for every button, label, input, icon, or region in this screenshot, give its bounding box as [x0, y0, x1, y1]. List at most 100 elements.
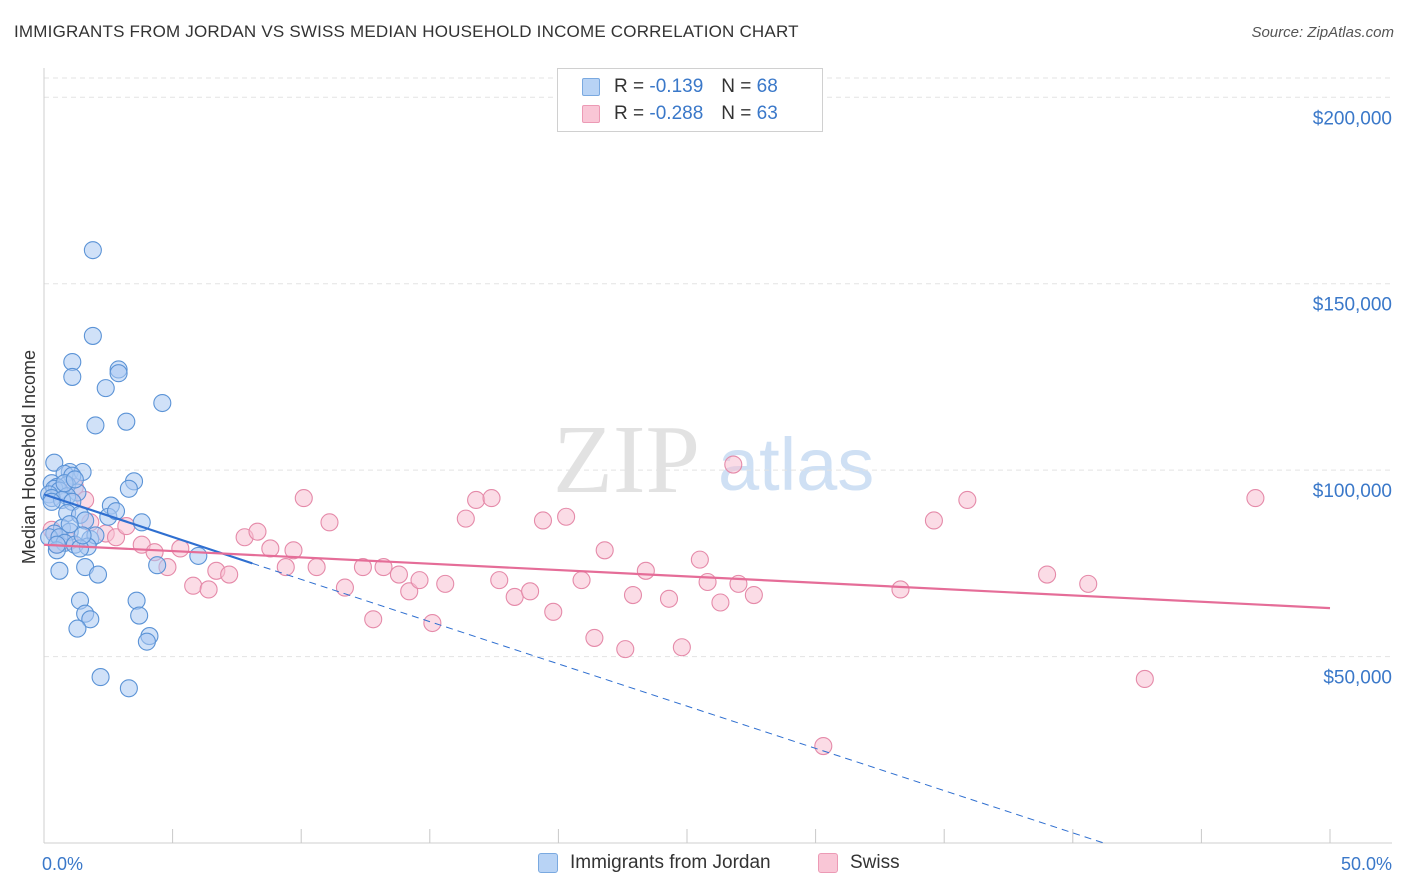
jordan-point [63, 367, 82, 386]
swiss-point [276, 558, 295, 577]
swiss-point [261, 539, 280, 558]
jordan-point [127, 591, 146, 610]
swiss-point [284, 541, 303, 560]
jordan-point [119, 679, 138, 698]
swiss-point [482, 489, 501, 508]
y-tick-label: $200,000 [1313, 108, 1392, 129]
swiss-point [636, 561, 655, 580]
swiss-point [364, 610, 383, 629]
legend-row-jordan: R = -0.139 N = 68 [582, 74, 778, 100]
legend-n-label: N = [721, 76, 752, 97]
swiss-point [353, 558, 372, 577]
swiss-point [544, 602, 563, 621]
jordan-point [81, 610, 100, 629]
jordan-point [88, 565, 108, 584]
jordan-point [68, 619, 87, 638]
jordan-point [76, 511, 95, 530]
watermark-zip: ZIP [553, 406, 700, 514]
jordan-trend-line [43, 493, 253, 565]
jordan-point [137, 632, 156, 651]
swiss-point [400, 582, 419, 601]
y-tick-labels: $50,000 $100,000 $150,000 $200,000 [1313, 108, 1392, 688]
swiss-point [467, 490, 486, 510]
jordan-point [130, 606, 149, 625]
legend-r-value-swiss: -0.288 [649, 103, 704, 124]
swiss-point [294, 489, 313, 508]
y-tick-label: $100,000 [1313, 481, 1392, 502]
legend-n-value-swiss: 63 [756, 103, 778, 124]
swiss-point [199, 580, 218, 599]
jordan-point [153, 393, 172, 413]
jordan-point [148, 556, 167, 575]
swiss-point [623, 585, 643, 605]
swiss-point [1079, 574, 1098, 593]
swiss-point [423, 613, 442, 633]
swiss-point [248, 522, 267, 541]
jordan-point [189, 546, 208, 565]
correlation-legend: R = -0.139 N = 68 R = -0.288 N = 63 [557, 68, 823, 132]
swiss-point [557, 507, 576, 526]
jordan-points [40, 241, 208, 698]
legend-row-swiss: R = -0.288 N = 63 [582, 101, 778, 127]
jordan-point [65, 470, 84, 489]
swiss-point [220, 565, 239, 584]
bottom-legend-swiss: Swiss [818, 852, 900, 874]
swiss-point [924, 511, 943, 530]
x-ticks [172, 829, 1331, 843]
swiss-point [585, 628, 604, 647]
swiss-point [436, 574, 455, 593]
jordan-point [106, 502, 126, 521]
jordan-point [60, 515, 79, 534]
swiss-point [335, 578, 354, 597]
swiss-point [672, 638, 691, 657]
swiss-point [659, 589, 679, 608]
jordan-point [73, 526, 92, 545]
y-tick-label: $50,000 [1323, 668, 1392, 689]
jordan-point [91, 668, 110, 687]
jordan-point [119, 479, 138, 498]
legend-n-label: N = [721, 103, 752, 124]
swiss-point [456, 509, 475, 528]
swiss-point [106, 528, 126, 547]
swiss-point [374, 558, 393, 577]
jordan-point [50, 561, 69, 580]
legend-r-label: R = [614, 76, 645, 97]
legend-n-value-jordan: 68 [756, 76, 778, 97]
swiss-point [572, 571, 591, 590]
swiss-point [891, 580, 910, 599]
grid [44, 77, 1392, 658]
swiss-point [616, 640, 635, 659]
jordan-point [86, 416, 105, 435]
swiss-point [711, 593, 730, 612]
legend-r-value-jordan: -0.139 [649, 76, 704, 97]
chart-title: IMMIGRANTS FROM JORDAN VS SWISS MEDIAN H… [14, 22, 799, 41]
swiss-point [533, 511, 553, 530]
swiss-point [1135, 669, 1154, 688]
jordan-point [109, 364, 128, 383]
swiss-point [490, 571, 509, 590]
watermark: ZIP atlas [553, 406, 874, 514]
x-tick-label-right: 50.0% [1341, 854, 1392, 874]
bottom-legend-label-swiss: Swiss [850, 852, 900, 873]
jordan-point [45, 453, 64, 472]
axes [43, 68, 1392, 844]
swiss-point [744, 585, 763, 605]
swiss-point [690, 550, 709, 569]
swiss-point [307, 558, 326, 577]
swiss-point [814, 737, 833, 756]
swiss-point [1246, 489, 1265, 508]
jordan-point [132, 513, 151, 532]
swiss-point [958, 490, 977, 510]
watermark-atlas: atlas [718, 423, 874, 506]
legend-swatch-jordan [582, 78, 600, 96]
legend-swatch-swiss [582, 105, 600, 123]
y-axis-label: Median Household Income [19, 350, 39, 564]
source-label: Source: ZipAtlas.com [1251, 24, 1394, 41]
swiss-point [389, 565, 408, 584]
y-tick-label: $150,000 [1313, 295, 1392, 316]
swiss-point [410, 571, 429, 590]
swiss-trend-line [43, 543, 1331, 610]
bottom-legend-swatch-jordan [538, 853, 558, 873]
jordan-point [117, 412, 136, 431]
